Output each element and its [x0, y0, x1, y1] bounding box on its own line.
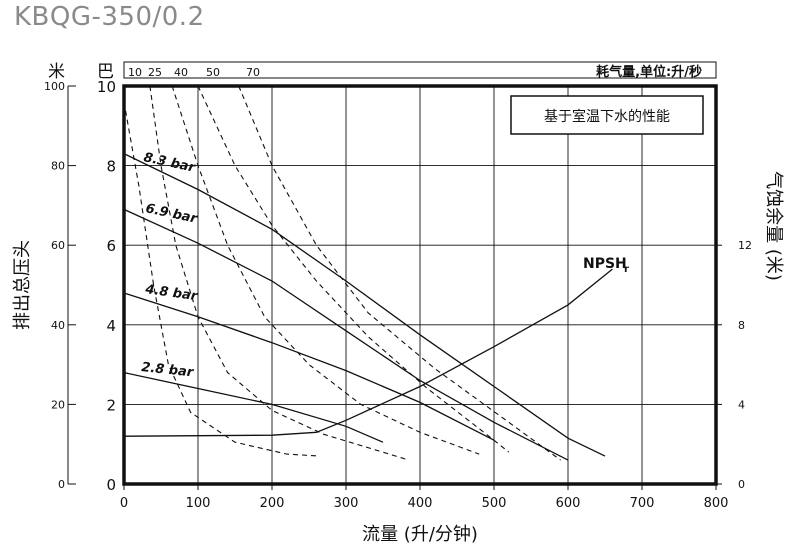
bar-tick-label: 4: [106, 317, 116, 335]
chart-labels: 米 巴 耗气量,单位:升/秒流量 (升/分钟) 排出总压头 气蚀余量 (米) 基于室温下水…: [12, 62, 784, 545]
npsh-axis-title: 气蚀余量 (米): [763, 171, 784, 281]
bar-tick-label: 10: [97, 78, 116, 96]
meter-tick-label: 80: [51, 160, 65, 173]
grid: [124, 86, 716, 484]
x-tick-label: 300: [334, 496, 359, 511]
meter-tick-label: 100: [44, 80, 65, 93]
air-tick-label: 50: [206, 66, 220, 79]
air-tick-label: 10: [128, 66, 142, 79]
bar-tick-label: 8: [106, 158, 116, 176]
x-tick-label: 600: [556, 496, 581, 511]
air-curve-40: [171, 85, 480, 455]
x-tick-label: 700: [630, 496, 655, 511]
air-axis-title: 耗气量,单位:升/秒: [596, 64, 702, 80]
bar-tick-label: 2: [106, 396, 116, 414]
note-text: 基于室温下水的性能: [544, 108, 670, 125]
pressure-curve-28bar: [123, 371, 384, 443]
npsh-curve: [123, 268, 613, 437]
x-tick-label: 100: [186, 496, 211, 511]
pressure-curve-83bar: [123, 153, 606, 457]
npsh-label-sub: r: [624, 264, 629, 275]
bar-tick-label: 0: [106, 476, 116, 494]
x-tick-label: 0: [120, 496, 128, 511]
bar-tick-label: 6: [106, 237, 116, 255]
bar-unit-label: 巴: [97, 62, 114, 82]
x-tick-label: 800: [704, 496, 729, 511]
npsh-tick-label: 4: [738, 398, 745, 411]
air-curve-70: [238, 85, 561, 461]
npsh-tick-label: 8: [738, 319, 745, 332]
meter-unit-label: 米: [48, 62, 65, 82]
pressure-label-83bar: 8.3 bar: [142, 150, 198, 176]
x-tick-label: 200: [260, 496, 285, 511]
axes: 0 100 200 300 400 500 600 700 800024681002040608…: [44, 66, 752, 511]
air-tick-label: 40: [174, 66, 188, 79]
x-tick-label: 500: [482, 496, 507, 511]
meter-tick-label: 20: [51, 398, 65, 411]
pressure-curve-69bar: [123, 208, 569, 461]
meter-tick-label: 60: [51, 239, 65, 252]
air-curve-50: [197, 85, 510, 453]
npsh-label: NPSH: [583, 256, 627, 272]
x-tick-label: 400: [408, 496, 433, 511]
meter-tick-label: 40: [51, 319, 65, 332]
pressure-label-28bar: 2.8 bar: [141, 360, 196, 381]
npsh-tick-label: 12: [738, 239, 752, 252]
x-axis-title: 流量 (升/分钟): [362, 524, 478, 545]
note-box: [510, 95, 704, 135]
npsh-tick-label: 0: [738, 478, 745, 491]
page-title: KBQG-350/0.2: [14, 2, 205, 32]
air-curve-25: [149, 85, 410, 461]
air-tick-label: 25: [148, 66, 162, 79]
y-axis-title: 排出总压头: [12, 240, 33, 330]
air-tick-label: 70: [246, 66, 260, 79]
pressure-label-48bar: 4.8 bar: [143, 282, 199, 304]
curves: [123, 85, 613, 461]
pressure-curve-48bar: [123, 292, 495, 441]
meter-tick-label: 0: [58, 478, 65, 491]
air-axis-strip: [123, 61, 717, 79]
air-curve-10: [123, 101, 321, 457]
